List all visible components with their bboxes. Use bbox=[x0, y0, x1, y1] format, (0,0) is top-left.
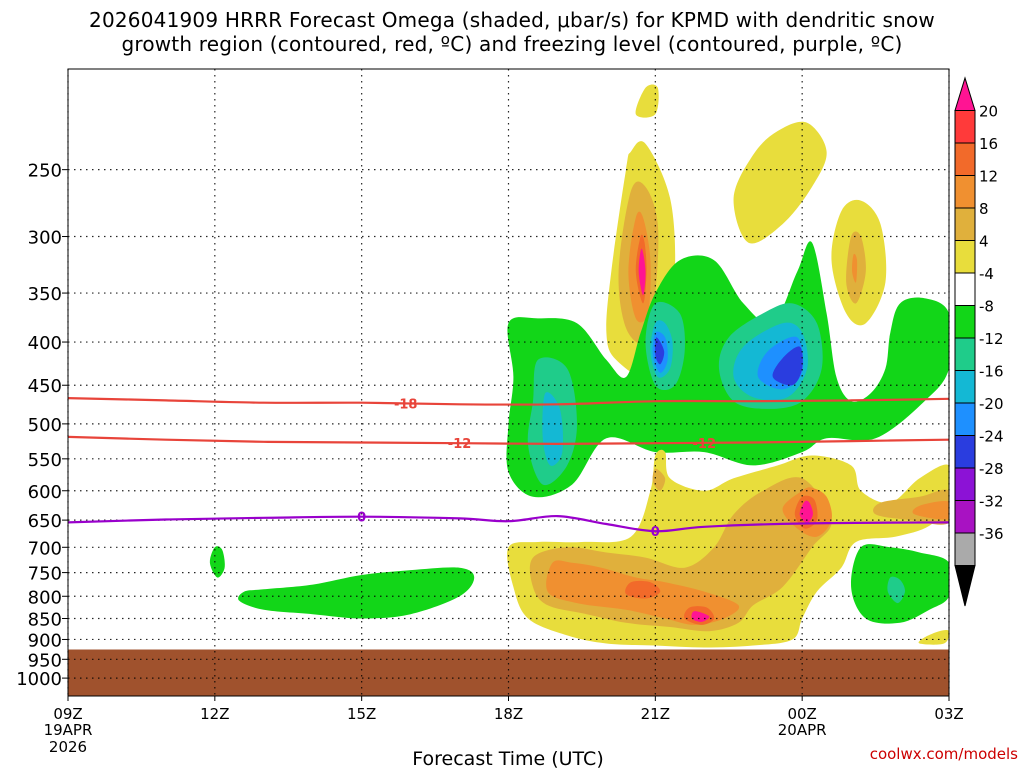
y-tick-label-400: 400 bbox=[28, 333, 62, 354]
contour-label-freezing-level-0: 0 bbox=[357, 511, 366, 526]
omega-region-28 bbox=[625, 580, 661, 599]
omega-region-22 bbox=[238, 567, 475, 619]
x-tick-label-15Z: 15Z bbox=[347, 705, 376, 723]
omega-region-30 bbox=[691, 611, 710, 622]
contour-labels: -18 -12 -12 0 0 bbox=[357, 397, 717, 540]
colorbar-label--36: -36 bbox=[979, 525, 1004, 543]
colorbar-segment-14 bbox=[954, 532, 976, 566]
colorbar-segment-6 bbox=[954, 272, 976, 306]
colorbar-segment-10 bbox=[954, 402, 976, 436]
omega-region-24 bbox=[887, 576, 906, 604]
y-tick-label-800: 800 bbox=[28, 587, 62, 608]
y-tick-label-950: 950 bbox=[28, 650, 62, 671]
y-tick-label-300: 300 bbox=[28, 228, 62, 249]
y-tick-label-500: 500 bbox=[28, 415, 62, 436]
x-tick-label-00Z: 00Z bbox=[787, 705, 816, 723]
colorbar-label--12: -12 bbox=[979, 330, 1004, 348]
colorbar-segment-3 bbox=[954, 175, 976, 209]
y-tick-label-700: 700 bbox=[28, 538, 62, 559]
colorbar-label--32: -32 bbox=[979, 493, 1004, 511]
contour-label-dendritic-upper-0: -18 bbox=[394, 397, 418, 412]
colorbar: 20 16 12 8 4 -4 -8 -12 -16 -20 -24 -28 -32 -36 bbox=[954, 76, 1004, 607]
y-tick-label-550: 550 bbox=[28, 450, 62, 471]
y-tick-label-850: 850 bbox=[28, 609, 62, 630]
colorbar-label--20: -20 bbox=[979, 395, 1004, 413]
x-tick-label-21Z: 21Z bbox=[641, 705, 670, 723]
omega-region-35 bbox=[912, 501, 949, 520]
omega-region-4 bbox=[638, 248, 646, 296]
colorbar-segment-8 bbox=[954, 337, 976, 371]
colorbar-segment-4 bbox=[954, 207, 976, 241]
y-axis: 2503003504004505005506006507007508008509… bbox=[16, 161, 68, 690]
colorbar-label--8: -8 bbox=[979, 298, 994, 316]
x-tick-label-03Z: 03Z bbox=[934, 705, 963, 723]
omega-region-8 bbox=[852, 253, 858, 283]
x-tick-label-12Z: 12Z bbox=[200, 705, 229, 723]
contour-label-freezing-level-1: 0 bbox=[651, 525, 660, 540]
colorbar-segment-1 bbox=[954, 110, 976, 144]
colorbar-label--28: -28 bbox=[979, 460, 1004, 478]
omega-shading bbox=[209, 84, 949, 648]
y-tick-label-450: 450 bbox=[28, 376, 62, 397]
contour-label-dendritic-lower-1: -12 bbox=[693, 437, 717, 452]
colorbar-segment-12 bbox=[954, 467, 976, 501]
contour-freezing-level bbox=[68, 514, 949, 533]
omega-region-20 bbox=[772, 346, 803, 386]
contour-lines bbox=[68, 397, 949, 533]
omega-region-5 bbox=[733, 121, 827, 244]
x-tick-label-18Z: 18Z bbox=[494, 705, 523, 723]
colorbar-label-20: 20 bbox=[979, 103, 998, 121]
colorbar-segment-9 bbox=[954, 370, 976, 404]
colorbar-label--24: -24 bbox=[979, 428, 1004, 446]
x-axis-label: Forecast Time (UTC) bbox=[412, 748, 603, 768]
y-tick-label-750: 750 bbox=[28, 564, 62, 585]
colorbar-segment-7 bbox=[954, 305, 976, 339]
x-tick-date-09Z: 19APR bbox=[44, 721, 93, 739]
ground-fill bbox=[68, 649, 949, 696]
colorbar-label-8: 8 bbox=[979, 200, 989, 218]
colorbar-bottom-arrow bbox=[954, 565, 976, 607]
y-tick-label-600: 600 bbox=[28, 482, 62, 503]
omega-region-36 bbox=[918, 630, 949, 645]
colorbar-segment-11 bbox=[954, 435, 976, 469]
colorbar-label-12: 12 bbox=[979, 168, 998, 186]
omega-region-16 bbox=[654, 337, 665, 365]
omega-region-12 bbox=[542, 392, 564, 466]
colorbar-label-4: 4 bbox=[979, 233, 989, 251]
y-tick-label-650: 650 bbox=[28, 511, 62, 532]
contour-label-dendritic-lower-0: -12 bbox=[448, 437, 472, 452]
y-tick-label-900: 900 bbox=[28, 630, 62, 651]
colorbar-label--16: -16 bbox=[979, 363, 1004, 381]
chart-title-line1: 2026041909 HRRR Forecast Omega (shaded, … bbox=[89, 8, 935, 32]
colorbar-segment-5 bbox=[954, 240, 976, 274]
y-tick-label-350: 350 bbox=[28, 284, 62, 305]
colorbar-segment-2 bbox=[954, 142, 976, 176]
x-tick-label-09Z: 09Z bbox=[53, 705, 82, 723]
omega-region-33 bbox=[799, 500, 813, 523]
y-tick-label-1000: 1000 bbox=[16, 669, 62, 690]
colorbar-label-16: 16 bbox=[979, 135, 998, 153]
colorbar-segment-13 bbox=[954, 500, 976, 534]
x-tick-date-00Z: 20APR bbox=[778, 721, 827, 739]
y-tick-label-250: 250 bbox=[28, 161, 62, 182]
omega-region-21 bbox=[209, 546, 225, 578]
chart-title-line2: growth region (contoured, red, ºC) and f… bbox=[121, 32, 903, 56]
credit-text: coolwx.com/models bbox=[869, 745, 1018, 763]
omega-region-37 bbox=[652, 468, 666, 491]
colorbar-top-arrow bbox=[954, 76, 976, 111]
colorbar-label--4: -4 bbox=[979, 265, 994, 283]
x-tick-year-09Z: 2026 bbox=[49, 738, 87, 756]
omega-region-9 bbox=[635, 84, 659, 118]
contour-dendritic-upper bbox=[68, 397, 949, 406]
ground-layer bbox=[68, 649, 949, 696]
contour-dendritic-lower bbox=[68, 435, 949, 446]
